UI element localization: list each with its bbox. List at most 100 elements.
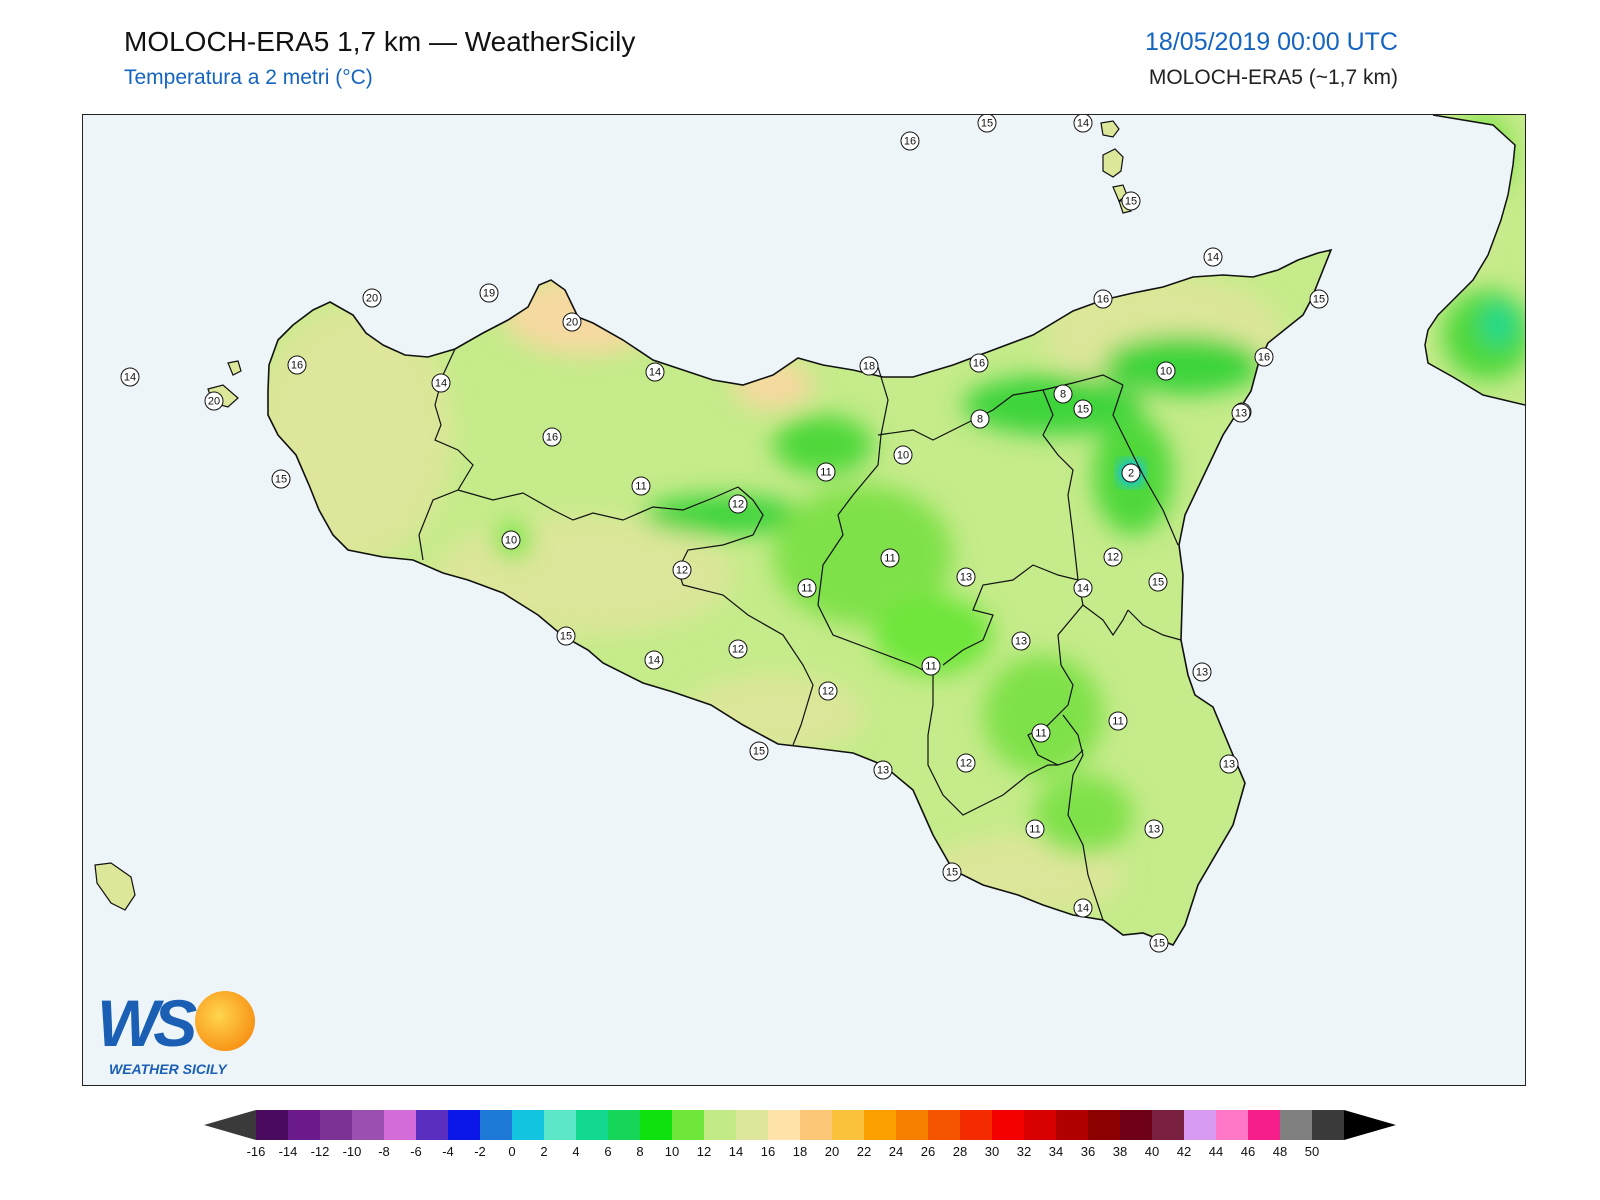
station-value: 20 xyxy=(366,293,378,305)
colorbar-tick-label: 24 xyxy=(889,1144,903,1159)
station-value: 15 xyxy=(981,118,993,130)
colorbar-cell xyxy=(1248,1110,1280,1140)
station-value: 14 xyxy=(1077,903,1089,915)
station-label: 10 xyxy=(893,445,913,465)
station-value: 12 xyxy=(676,565,688,577)
station-label: 13 xyxy=(1231,403,1251,423)
station-value: 11 xyxy=(1035,728,1046,740)
colorbar-min-arrow xyxy=(204,1110,256,1140)
station-value: 18 xyxy=(863,361,875,373)
colorbar-cell xyxy=(864,1110,896,1140)
station-label: 20 xyxy=(204,391,224,411)
station-value: 12 xyxy=(960,758,972,770)
colorbar-tick-label: -8 xyxy=(378,1144,390,1159)
colorbar-cell xyxy=(384,1110,416,1140)
logo-text: WEATHER SICILY xyxy=(109,1061,227,1077)
station-label: 11 xyxy=(921,656,941,676)
station-value: 10 xyxy=(505,535,517,547)
colorbar-tick-label: -2 xyxy=(474,1144,486,1159)
colorbar-tick-label: 46 xyxy=(1241,1144,1255,1159)
station-label: 20 xyxy=(362,288,382,308)
station-label: 11 xyxy=(631,476,651,496)
station-value: 10 xyxy=(897,450,909,462)
model-name: MOLOCH-ERA5 (~1,7 km) xyxy=(1148,66,1398,89)
colorbar-tick-label: 42 xyxy=(1177,1144,1191,1159)
station-label: 12 xyxy=(728,639,748,659)
station-label: 11 xyxy=(1025,819,1045,839)
colorbar-tick-label: -12 xyxy=(311,1144,330,1159)
station-label: 15 xyxy=(556,626,576,646)
station-value: 16 xyxy=(291,360,303,372)
station-value: 11 xyxy=(884,553,895,565)
colorbar-cell xyxy=(512,1110,544,1140)
station-value: 13 xyxy=(1148,824,1160,836)
station-label: 16 xyxy=(1093,289,1113,309)
station-label: 13 xyxy=(873,760,893,780)
colorbar-tick-label: -6 xyxy=(410,1144,422,1159)
weathersicily-logo: WS WEATHER SICILY xyxy=(97,983,257,1083)
station-label: 16 xyxy=(969,353,989,373)
colorbar-cell xyxy=(1120,1110,1152,1140)
station-label: 14 xyxy=(645,362,665,382)
station-value: 14 xyxy=(435,378,447,390)
station-value: 14 xyxy=(1207,252,1219,264)
station-value: 16 xyxy=(973,358,985,370)
colorbar-cell xyxy=(1056,1110,1088,1140)
colorbar-cell xyxy=(608,1110,640,1140)
sicily-temperature-map: 16 15 14 15 14 19 20 20 16 15 16 14 14 20 18 16 15 15 16 10… xyxy=(83,115,1525,1085)
colorbar-tick-label: -4 xyxy=(442,1144,454,1159)
colorbar-tick-label: 10 xyxy=(665,1144,679,1159)
station-label: 10 xyxy=(1156,361,1176,381)
station-value: 15 xyxy=(1313,294,1325,306)
station-label: 11 xyxy=(797,578,817,598)
station-value: 14 xyxy=(1077,583,1089,595)
station-value: 2 xyxy=(1128,468,1134,480)
sun-icon xyxy=(195,991,255,1051)
station-value: 15 xyxy=(753,746,765,758)
station-label: 15 xyxy=(977,115,997,133)
colorbar-cell xyxy=(928,1110,960,1140)
station-value: 11 xyxy=(1112,716,1123,728)
station-label: 16 xyxy=(287,355,307,375)
station-label: 13 xyxy=(1192,662,1212,682)
colorbar-tick-label: 14 xyxy=(729,1144,743,1159)
station-value: 11 xyxy=(801,583,812,595)
station-value: 8 xyxy=(977,414,983,426)
colorbar-cell xyxy=(416,1110,448,1140)
station-value: 14 xyxy=(649,367,661,379)
colorbar-cell xyxy=(640,1110,672,1140)
station-label: 14 xyxy=(644,650,664,670)
map-subtitle: Temperatura a 2 metri (°C) xyxy=(124,66,373,89)
colorbar-tick-label: 18 xyxy=(793,1144,807,1159)
colorbar-cell xyxy=(352,1110,384,1140)
station-label: 14 xyxy=(1073,578,1093,598)
station-value: 15 xyxy=(946,867,958,879)
colorbar-tick-label: 26 xyxy=(921,1144,935,1159)
colorbar-cell xyxy=(544,1110,576,1140)
station-label: 14 xyxy=(1073,115,1093,133)
colorbar-tick-label: 36 xyxy=(1081,1144,1095,1159)
province-borders xyxy=(418,348,1182,921)
station-label: 14 xyxy=(1203,247,1223,267)
colorbar-cell xyxy=(832,1110,864,1140)
station-label: 20 xyxy=(562,312,582,332)
station-value: 19 xyxy=(483,288,495,300)
station-value: 16 xyxy=(904,136,916,148)
station-value: 13 xyxy=(1235,408,1247,420)
station-value: 12 xyxy=(1107,552,1119,564)
station-label: 8 xyxy=(1053,384,1073,404)
colorbar-cell xyxy=(992,1110,1024,1140)
colorbar-tick-label: 32 xyxy=(1017,1144,1031,1159)
colorbar-tick-label: 0 xyxy=(508,1144,515,1159)
station-label: 15 xyxy=(1149,933,1169,953)
station-label: 15 xyxy=(1121,191,1141,211)
station-label: 12 xyxy=(672,560,692,580)
colorbar-cell xyxy=(256,1110,288,1140)
station-label: 12 xyxy=(818,681,838,701)
colorbar-cell xyxy=(896,1110,928,1140)
station-value: 15 xyxy=(1125,196,1137,208)
station-label: 11 xyxy=(1031,723,1051,743)
colorbar-tick-label: 2 xyxy=(540,1144,547,1159)
colorbar-tick-label: 28 xyxy=(953,1144,967,1159)
colorbar-cell xyxy=(1312,1110,1344,1140)
